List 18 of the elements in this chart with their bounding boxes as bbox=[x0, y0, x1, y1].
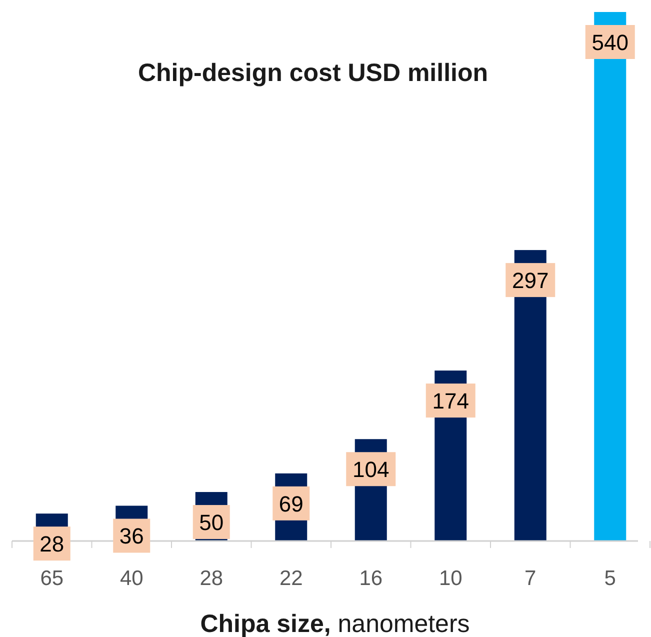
data-label: 50 bbox=[199, 510, 224, 536]
x-tick-label: 5 bbox=[604, 567, 616, 590]
data-label: 540 bbox=[592, 30, 628, 55]
data-label: 36 bbox=[119, 524, 144, 549]
x-axis-title: Chipa size, nanometers bbox=[200, 610, 470, 637]
data-label: 69 bbox=[278, 491, 304, 516]
data-label: 104 bbox=[352, 457, 390, 482]
x-tick-label: 22 bbox=[279, 567, 303, 590]
x-tick-label: 40 bbox=[120, 567, 144, 590]
data-label: 174 bbox=[432, 388, 469, 414]
x-tick-label: 7 bbox=[524, 567, 536, 590]
x-tick-label: 16 bbox=[359, 567, 383, 590]
x-tick-label: 10 bbox=[438, 567, 462, 590]
data-label: 297 bbox=[512, 268, 549, 294]
x-tick-label: 65 bbox=[40, 567, 64, 590]
text: Chip-design cost USD million bbox=[138, 59, 488, 87]
x-tick-label: 28 bbox=[200, 567, 224, 590]
data-label: 28 bbox=[40, 532, 64, 557]
